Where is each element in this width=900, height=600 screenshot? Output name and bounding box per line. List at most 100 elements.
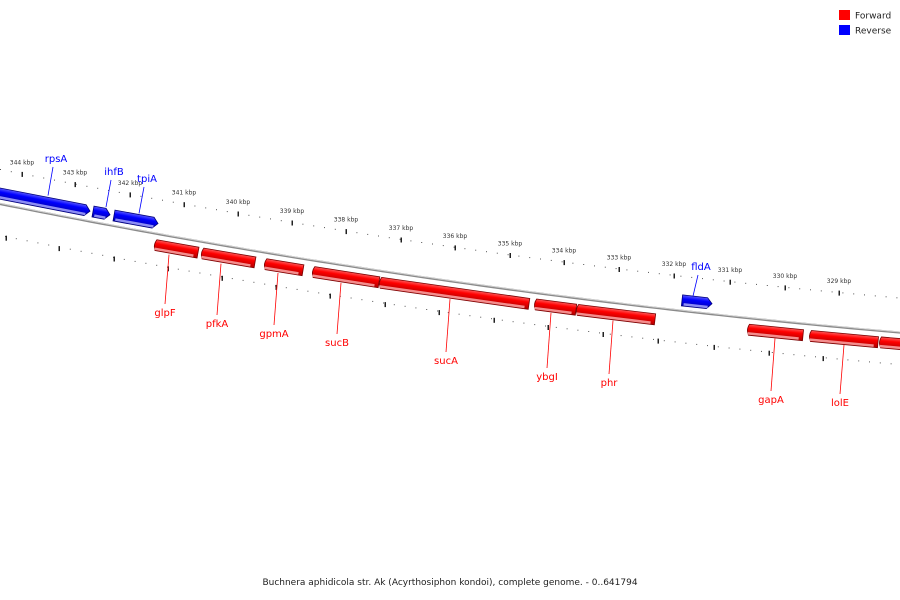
ybgI-leader-line xyxy=(546,312,552,369)
edge-gene[interactable] xyxy=(879,336,900,351)
tick-dot xyxy=(302,223,304,225)
tick-dot xyxy=(572,262,574,264)
tick-dot xyxy=(108,189,109,191)
pfkA-gene[interactable] xyxy=(200,247,257,269)
rpsA-gene-label[interactable]: rpsA xyxy=(45,154,68,165)
tick-dot xyxy=(356,232,358,234)
genome-backbone xyxy=(0,202,900,334)
sucA-gene[interactable] xyxy=(378,276,531,310)
tick-dot xyxy=(378,235,379,237)
ihfB-gene[interactable] xyxy=(91,205,111,220)
tick-dot xyxy=(799,288,801,290)
tick-dot xyxy=(80,250,82,252)
ybgI-gene[interactable] xyxy=(534,298,578,316)
tick-dot xyxy=(540,258,541,260)
tick-dot xyxy=(842,292,844,294)
tick-dot xyxy=(486,251,487,253)
tick-dot xyxy=(172,201,174,203)
sucA-leader-line xyxy=(445,299,451,353)
tick-dot xyxy=(577,329,579,331)
tick-dot xyxy=(555,326,557,328)
major-tick-bottom xyxy=(493,317,495,323)
tick-dot xyxy=(745,282,747,284)
tick-dot xyxy=(756,283,757,285)
tick-dot xyxy=(815,356,816,358)
gapA-gene[interactable] xyxy=(747,323,804,342)
major-tick-top xyxy=(618,267,620,272)
tick-dot xyxy=(324,227,325,229)
lolE-gene[interactable] xyxy=(809,330,879,349)
tick-label: 340 kbp xyxy=(226,199,251,206)
tick-dot xyxy=(637,270,639,272)
tick-dot xyxy=(162,199,163,201)
tick-dot xyxy=(134,260,136,262)
fldA-gene-label[interactable]: fldA xyxy=(691,262,711,273)
tick-dot xyxy=(620,335,622,337)
tick-label: 342 kbp xyxy=(118,180,143,187)
glpF-gene-label[interactable]: glpF xyxy=(154,308,175,319)
tick-dot xyxy=(86,185,88,187)
tick-dot xyxy=(280,220,282,222)
tick-dot xyxy=(588,331,590,332)
ihfB-gene-label[interactable]: ihfB xyxy=(104,167,124,178)
tick-dot xyxy=(685,342,687,344)
gapA-gene-label[interactable]: gapA xyxy=(758,395,784,406)
phr-gene[interactable] xyxy=(576,304,657,326)
tick-dot xyxy=(426,309,428,310)
legend: Forward Reverse xyxy=(839,10,892,37)
tpiA-gene-body[interactable] xyxy=(112,209,159,229)
tick-dot xyxy=(388,237,390,239)
tick-dot xyxy=(350,297,352,299)
rpsA-gene[interactable] xyxy=(0,186,91,217)
backbone-highlight xyxy=(0,202,900,333)
major-tick-top xyxy=(21,171,23,177)
pfkA-gene-label[interactable]: pfkA xyxy=(206,319,229,330)
tick-dot xyxy=(879,362,881,364)
phr-gene-shade xyxy=(576,312,651,324)
phr-leader-line xyxy=(608,320,614,375)
tpiA-gene-label[interactable]: tpiA xyxy=(137,174,157,185)
tpiA-gene-shade xyxy=(115,218,154,228)
tick-dot xyxy=(421,242,423,243)
tpiA-gene[interactable] xyxy=(112,209,159,229)
tick-dot xyxy=(874,295,876,297)
tick-dot xyxy=(313,225,315,227)
tick-dot xyxy=(518,255,520,257)
sucA-gene-label[interactable]: sucA xyxy=(434,356,458,367)
pfkA-leader-line xyxy=(216,263,222,316)
legend-forward-label: Forward xyxy=(855,12,891,22)
sucB-gene-label[interactable]: sucB xyxy=(325,338,349,349)
tick-dot xyxy=(750,349,752,351)
tick-dot xyxy=(102,254,104,256)
fldA-gene[interactable] xyxy=(680,294,713,310)
tick-dot xyxy=(453,246,455,248)
tick-dot xyxy=(118,191,120,193)
tick-dot xyxy=(761,350,762,352)
phr-gene-label[interactable]: phr xyxy=(601,378,619,389)
lolE-gene-label[interactable]: lolE xyxy=(831,398,849,409)
tick-dot xyxy=(334,228,336,230)
tick-dot xyxy=(32,175,34,177)
ybgI-gene-label[interactable]: ybgI xyxy=(536,372,558,383)
gpmA-gene-label[interactable]: gpmA xyxy=(259,329,288,340)
tick-dot xyxy=(399,238,401,240)
tick-dot xyxy=(534,324,536,326)
gpmA-gene[interactable] xyxy=(263,258,305,277)
major-tick-bottom xyxy=(58,246,60,252)
tick-dot xyxy=(54,179,55,181)
major-tick-bottom xyxy=(275,284,277,290)
tick-dot xyxy=(248,214,250,216)
tick-dot xyxy=(383,302,384,304)
sucB-leader-line xyxy=(336,282,342,335)
rpsA-gene-body[interactable] xyxy=(0,186,91,217)
tick-dot xyxy=(43,177,45,179)
tick-dot xyxy=(10,171,12,173)
glpF-gene[interactable] xyxy=(153,239,200,259)
tick-dot xyxy=(583,264,585,265)
tick-dot xyxy=(734,281,736,283)
tick-dot xyxy=(123,258,125,260)
tick-dot xyxy=(739,348,741,350)
sucB-gene[interactable] xyxy=(311,266,381,289)
tick-dot xyxy=(205,207,207,209)
tick-dot xyxy=(820,290,822,292)
